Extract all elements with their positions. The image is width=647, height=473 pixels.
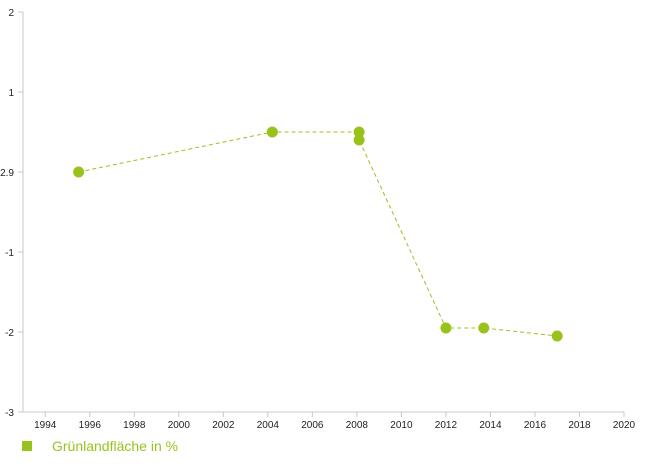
data-point[interactable]	[266, 126, 278, 138]
series-points	[73, 126, 563, 342]
legend-swatch-icon	[22, 441, 32, 451]
x-tick-label: 2012	[435, 420, 458, 431]
x-tick-label: 2016	[524, 420, 547, 431]
x-tick-label: 2006	[301, 420, 324, 431]
x-tick-label: 2020	[613, 420, 636, 431]
x-tick-label: 2000	[168, 420, 191, 431]
y-tick-label: -3	[5, 408, 14, 419]
data-point[interactable]	[353, 126, 365, 138]
axes	[22, 12, 624, 413]
y-tick-label: -2	[5, 328, 14, 339]
data-point[interactable]	[353, 134, 365, 146]
x-tick-label: 1994	[34, 420, 57, 431]
x-tick-label: 1996	[79, 420, 102, 431]
x-tick-label: 2002	[212, 420, 235, 431]
y-tick-label: 2	[8, 8, 14, 19]
y-tick-label: 1	[8, 88, 14, 99]
x-tick-label: 2014	[479, 420, 502, 431]
legend[interactable]: Grünlandfläche in %	[22, 438, 178, 454]
x-tick-label: 2008	[346, 420, 369, 431]
x-tick-label: 1998	[123, 420, 146, 431]
legend-label: Grünlandfläche in %	[52, 438, 179, 454]
x-tick-label: 2018	[568, 420, 591, 431]
x-tick-label: 2004	[257, 420, 280, 431]
x-axis-ticks: 1994 1996 1998 2000 2002 2004 2006 2008 2010 2012…	[34, 412, 636, 431]
series-line	[78, 131, 558, 337]
data-point[interactable]	[73, 166, 85, 178]
data-point[interactable]	[551, 330, 563, 342]
data-point[interactable]	[478, 322, 490, 334]
series-line-path	[78, 131, 558, 337]
y-tick-label: 2.9	[0, 168, 14, 179]
x-tick-label: 2010	[390, 420, 413, 431]
y-tick-label: -1	[5, 248, 14, 259]
data-point[interactable]	[440, 322, 452, 334]
y-axis-ticks: -3 -2 -1 2.9 1 2	[0, 8, 23, 419]
